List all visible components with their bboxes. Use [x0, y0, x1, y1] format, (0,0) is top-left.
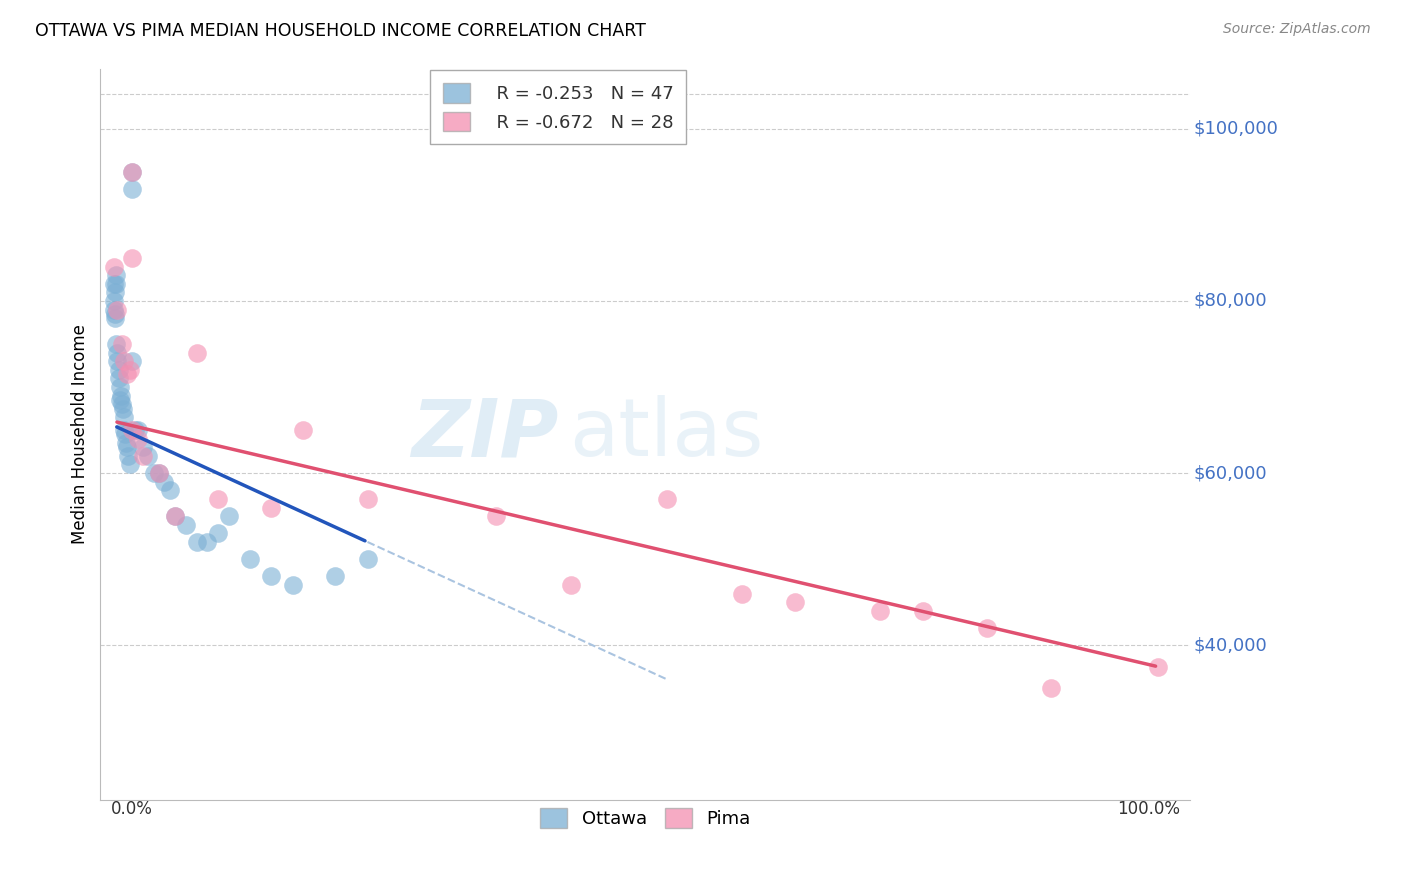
Point — [121, 165, 143, 179]
Point — [103, 293, 125, 308]
Point — [132, 449, 155, 463]
Text: $80,000: $80,000 — [1194, 292, 1267, 310]
Point — [560, 578, 582, 592]
Point — [103, 260, 125, 274]
Point — [107, 345, 129, 359]
Point — [186, 345, 208, 359]
Text: $100,000: $100,000 — [1194, 120, 1278, 137]
Point — [260, 500, 283, 515]
Point — [120, 458, 142, 472]
Point — [165, 509, 187, 524]
Point — [107, 302, 129, 317]
Point — [115, 440, 138, 454]
Point — [325, 569, 347, 583]
Text: Source: ZipAtlas.com: Source: ZipAtlas.com — [1223, 22, 1371, 37]
Point — [121, 165, 143, 179]
Point — [121, 182, 143, 196]
Point — [1147, 660, 1170, 674]
Point — [485, 509, 508, 524]
Point — [108, 380, 131, 394]
Point — [260, 569, 283, 583]
Point — [127, 432, 149, 446]
Point — [292, 423, 315, 437]
Point — [112, 423, 135, 437]
Point — [1040, 681, 1063, 696]
Point — [107, 371, 129, 385]
Point — [103, 277, 125, 291]
Text: 0.0%: 0.0% — [111, 800, 153, 818]
Y-axis label: Median Household Income: Median Household Income — [72, 325, 89, 544]
Point — [105, 277, 128, 291]
Point — [112, 410, 135, 425]
Point — [195, 535, 218, 549]
Point — [111, 397, 134, 411]
Text: OTTAWA VS PIMA MEDIAN HOUSEHOLD INCOME CORRELATION CHART: OTTAWA VS PIMA MEDIAN HOUSEHOLD INCOME C… — [35, 22, 645, 40]
Point — [165, 509, 187, 524]
Point — [153, 475, 176, 489]
Point — [105, 268, 128, 282]
Point — [281, 578, 304, 592]
Text: ZIP: ZIP — [411, 395, 558, 474]
Point — [912, 604, 935, 618]
Point — [159, 483, 181, 498]
Point — [121, 423, 143, 437]
Point — [132, 440, 155, 454]
Point — [104, 285, 127, 300]
Legend: Ottawa, Pima: Ottawa, Pima — [533, 801, 758, 835]
Text: atlas: atlas — [569, 395, 763, 474]
Point — [112, 354, 135, 368]
Text: $40,000: $40,000 — [1194, 636, 1267, 654]
Point — [107, 354, 129, 368]
Point — [138, 449, 160, 463]
Point — [124, 423, 146, 437]
Point — [121, 354, 143, 368]
Text: 100.0%: 100.0% — [1116, 800, 1180, 818]
Point — [655, 491, 678, 506]
Point — [356, 491, 378, 506]
Point — [730, 586, 752, 600]
Point — [356, 552, 378, 566]
Point — [869, 604, 891, 618]
Point — [114, 427, 136, 442]
Point — [111, 337, 134, 351]
Point — [127, 423, 149, 437]
Point — [107, 363, 129, 377]
Point — [111, 401, 134, 416]
Point — [174, 517, 197, 532]
Point — [148, 466, 170, 480]
Point — [186, 535, 208, 549]
Point — [121, 251, 143, 265]
Text: $60,000: $60,000 — [1194, 464, 1267, 482]
Point — [120, 363, 142, 377]
Point — [110, 389, 132, 403]
Point — [783, 595, 806, 609]
Point — [976, 621, 998, 635]
Point — [142, 466, 165, 480]
Point — [218, 509, 240, 524]
Point — [148, 466, 170, 480]
Point — [207, 491, 229, 506]
Point — [104, 311, 127, 326]
Point — [115, 367, 138, 381]
Point — [207, 526, 229, 541]
Point — [103, 302, 125, 317]
Point — [115, 436, 138, 450]
Point — [108, 392, 131, 407]
Point — [104, 307, 127, 321]
Point — [239, 552, 262, 566]
Point — [117, 449, 139, 463]
Point — [105, 337, 128, 351]
